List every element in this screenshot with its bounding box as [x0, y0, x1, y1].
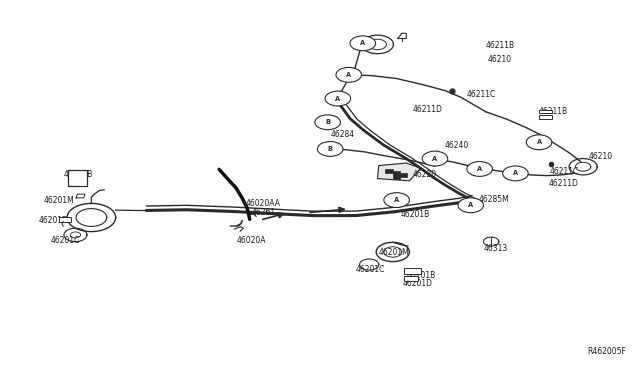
Circle shape — [315, 115, 340, 130]
Text: 46201B: 46201B — [63, 170, 93, 179]
Circle shape — [317, 141, 343, 156]
Text: 46201M: 46201M — [44, 196, 75, 205]
Text: A: A — [477, 166, 482, 172]
Text: B: B — [328, 146, 333, 152]
Bar — [539, 110, 552, 113]
Text: 46201B: 46201B — [401, 210, 429, 219]
Polygon shape — [378, 163, 421, 181]
Circle shape — [526, 135, 552, 150]
Text: 46313: 46313 — [484, 244, 508, 253]
Bar — [404, 268, 421, 274]
Circle shape — [350, 36, 376, 51]
Circle shape — [336, 67, 362, 82]
Text: 46201D: 46201D — [403, 279, 433, 288]
Text: 46211C: 46211C — [550, 167, 579, 176]
Text: 46201C: 46201C — [356, 265, 385, 274]
Text: 46211C: 46211C — [467, 90, 496, 99]
Text: 46211B: 46211B — [486, 41, 515, 50]
Text: A: A — [513, 170, 518, 176]
Text: 46201M: 46201M — [379, 248, 410, 257]
Circle shape — [422, 151, 448, 166]
Text: 46020A: 46020A — [237, 235, 266, 245]
Text: 46211D: 46211D — [413, 105, 442, 114]
Text: 46240: 46240 — [445, 141, 468, 150]
Text: 46285M: 46285M — [478, 195, 509, 204]
Text: A: A — [394, 197, 399, 203]
Text: B: B — [325, 119, 330, 125]
Bar — [385, 169, 393, 173]
Text: 46211B: 46211B — [538, 108, 568, 116]
Text: A: A — [346, 72, 351, 78]
Text: R462005F: R462005F — [588, 347, 627, 356]
Text: 46201C: 46201C — [51, 236, 80, 246]
Circle shape — [325, 91, 351, 106]
Bar — [68, 170, 87, 186]
Text: A: A — [468, 202, 473, 208]
Text: A: A — [433, 155, 438, 161]
Circle shape — [502, 166, 528, 181]
Text: 46210: 46210 — [487, 55, 511, 64]
Text: A: A — [536, 139, 541, 145]
Text: 46284: 46284 — [331, 129, 355, 139]
Bar — [393, 171, 401, 174]
Text: A: A — [335, 96, 340, 102]
Circle shape — [458, 198, 483, 213]
Text: 46211D: 46211D — [548, 179, 579, 187]
Text: 46020AA: 46020AA — [245, 199, 280, 208]
Text: 46201D: 46201D — [39, 217, 69, 225]
Circle shape — [384, 193, 410, 208]
Bar — [399, 173, 407, 177]
Text: 46210: 46210 — [588, 152, 612, 161]
Bar — [539, 115, 552, 119]
Text: A: A — [360, 40, 365, 46]
Bar — [60, 217, 71, 222]
Circle shape — [467, 161, 492, 176]
Text: 46220: 46220 — [413, 170, 436, 179]
Text: 46201B: 46201B — [407, 271, 436, 280]
Bar — [404, 276, 419, 281]
Bar — [393, 175, 401, 179]
Text: 46261: 46261 — [252, 208, 276, 217]
